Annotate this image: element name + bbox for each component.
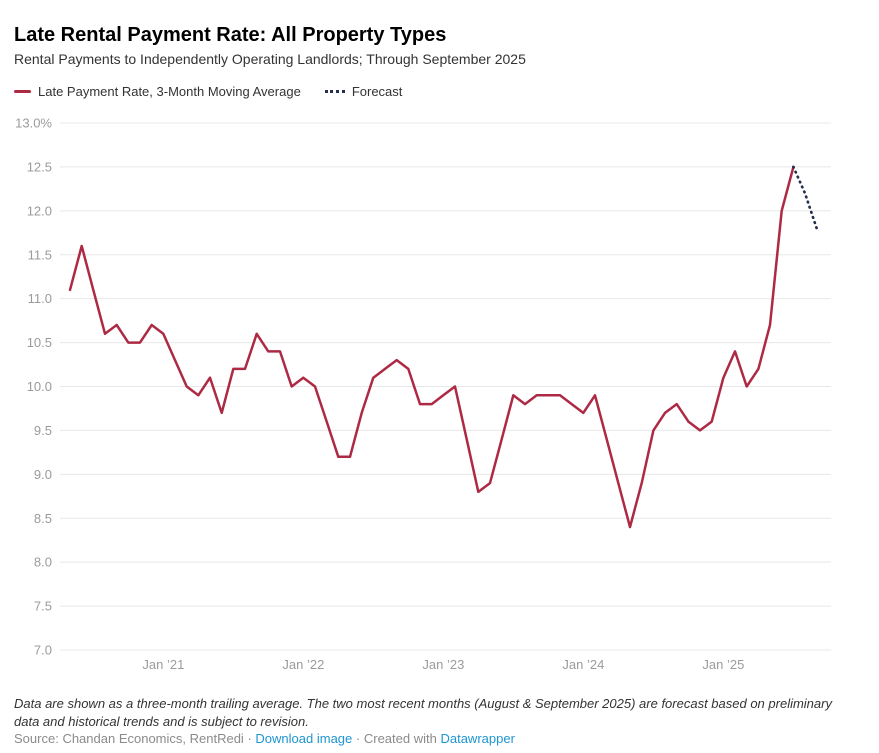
x-axis-tick-label: Jan ’21 <box>142 657 184 672</box>
chart-legend: Late Payment Rate, 3-Month Moving Averag… <box>14 84 402 99</box>
y-axis-tick-label: 8.0 <box>34 555 52 570</box>
separator: · <box>355 731 361 746</box>
forecast-line <box>792 165 819 230</box>
y-axis-tick-label: 12.5 <box>27 159 52 174</box>
datawrapper-link[interactable]: Datawrapper <box>440 731 515 746</box>
download-image-link[interactable]: Download image <box>255 731 353 746</box>
y-axis-tick-label: 10.5 <box>27 335 52 350</box>
x-axis-tick-label: Jan ’25 <box>702 657 744 672</box>
y-axis-tick-label: 11.0 <box>28 291 52 306</box>
legend-label: Late Payment Rate, 3-Month Moving Averag… <box>38 84 301 99</box>
source-label: Source: <box>14 731 59 746</box>
x-axis-tick-label: Jan ’23 <box>422 657 464 672</box>
x-axis-tick-label: Jan ’22 <box>282 657 324 672</box>
legend-item-forecast: Forecast <box>324 84 403 99</box>
y-axis-tick-label: 7.0 <box>34 643 52 658</box>
legend-item-late-payment-rate: Late Payment Rate, 3-Month Moving Averag… <box>14 84 301 99</box>
chart-subtitle: Rental Payments to Independently Operati… <box>14 51 526 67</box>
solid-line-swatch-icon <box>14 90 31 93</box>
y-axis-tick-label: 9.0 <box>34 467 52 482</box>
y-axis-tick-label: 9.5 <box>34 423 52 438</box>
separator: · <box>247 731 252 746</box>
page-title: Late Rental Payment Rate: All Property T… <box>14 24 447 47</box>
dotted-line-swatch-icon <box>324 90 345 93</box>
source-line: Source: Chandan Economics, RentRedi · Do… <box>14 731 515 746</box>
y-axis-tick-label: 10.0 <box>27 379 52 394</box>
created-with-text: Created with <box>363 731 437 746</box>
x-axis-tick-label: Jan ’24 <box>562 657 604 672</box>
y-axis-tick-label: 13.0% <box>15 116 52 131</box>
footer-note: Data are shown as a three-month trailing… <box>14 696 832 730</box>
y-axis-tick-label: 8.5 <box>34 511 52 526</box>
source-text: Chandan Economics, RentRedi <box>62 731 244 746</box>
y-axis-tick-label: 12.0 <box>27 203 52 218</box>
y-axis-tick-label: 7.5 <box>34 599 52 614</box>
y-axis-tick-label: 11.5 <box>28 247 52 262</box>
late-payment-rate-line <box>68 165 795 529</box>
legend-label: Forecast <box>351 84 403 99</box>
